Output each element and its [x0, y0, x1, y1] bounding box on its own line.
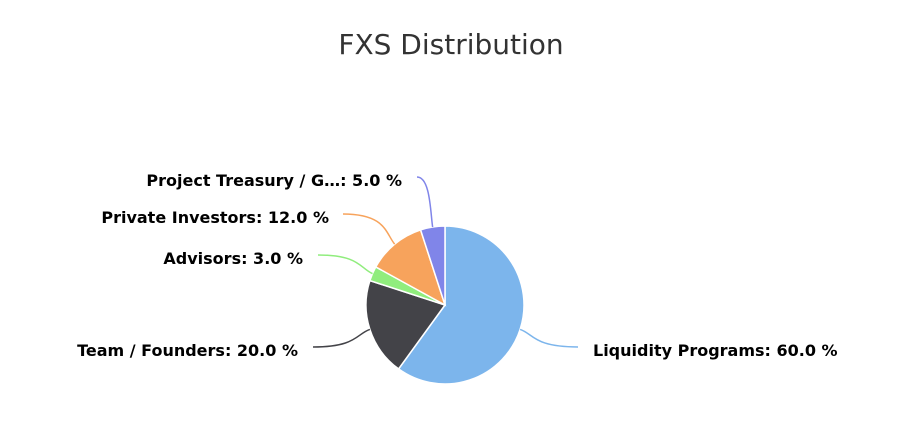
- data-label: Advisors: 3.0 %: [163, 249, 303, 268]
- chart-title: FXS Distribution: [338, 28, 564, 61]
- connector-line: [416, 176, 434, 228]
- pie-slice-team-founders[interactable]: [365, 279, 447, 370]
- connector-line: [519, 328, 579, 348]
- data-label: Liquidity Programs: 60.0 %: [593, 341, 838, 360]
- pie-slice-liquidity-programs[interactable]: [397, 225, 525, 385]
- pie-slice-project-treasury-g[interactable]: [419, 225, 446, 306]
- pie-slice-private-investors[interactable]: [374, 228, 447, 307]
- connector-line: [342, 213, 396, 245]
- connector-line: [312, 328, 371, 348]
- connector-line: [317, 254, 373, 275]
- data-label: Private Investors: 12.0 %: [101, 208, 329, 227]
- data-label: Team / Founders: 20.0 %: [77, 341, 298, 360]
- data-label: Project Treasury / G…: 5.0 %: [146, 171, 402, 190]
